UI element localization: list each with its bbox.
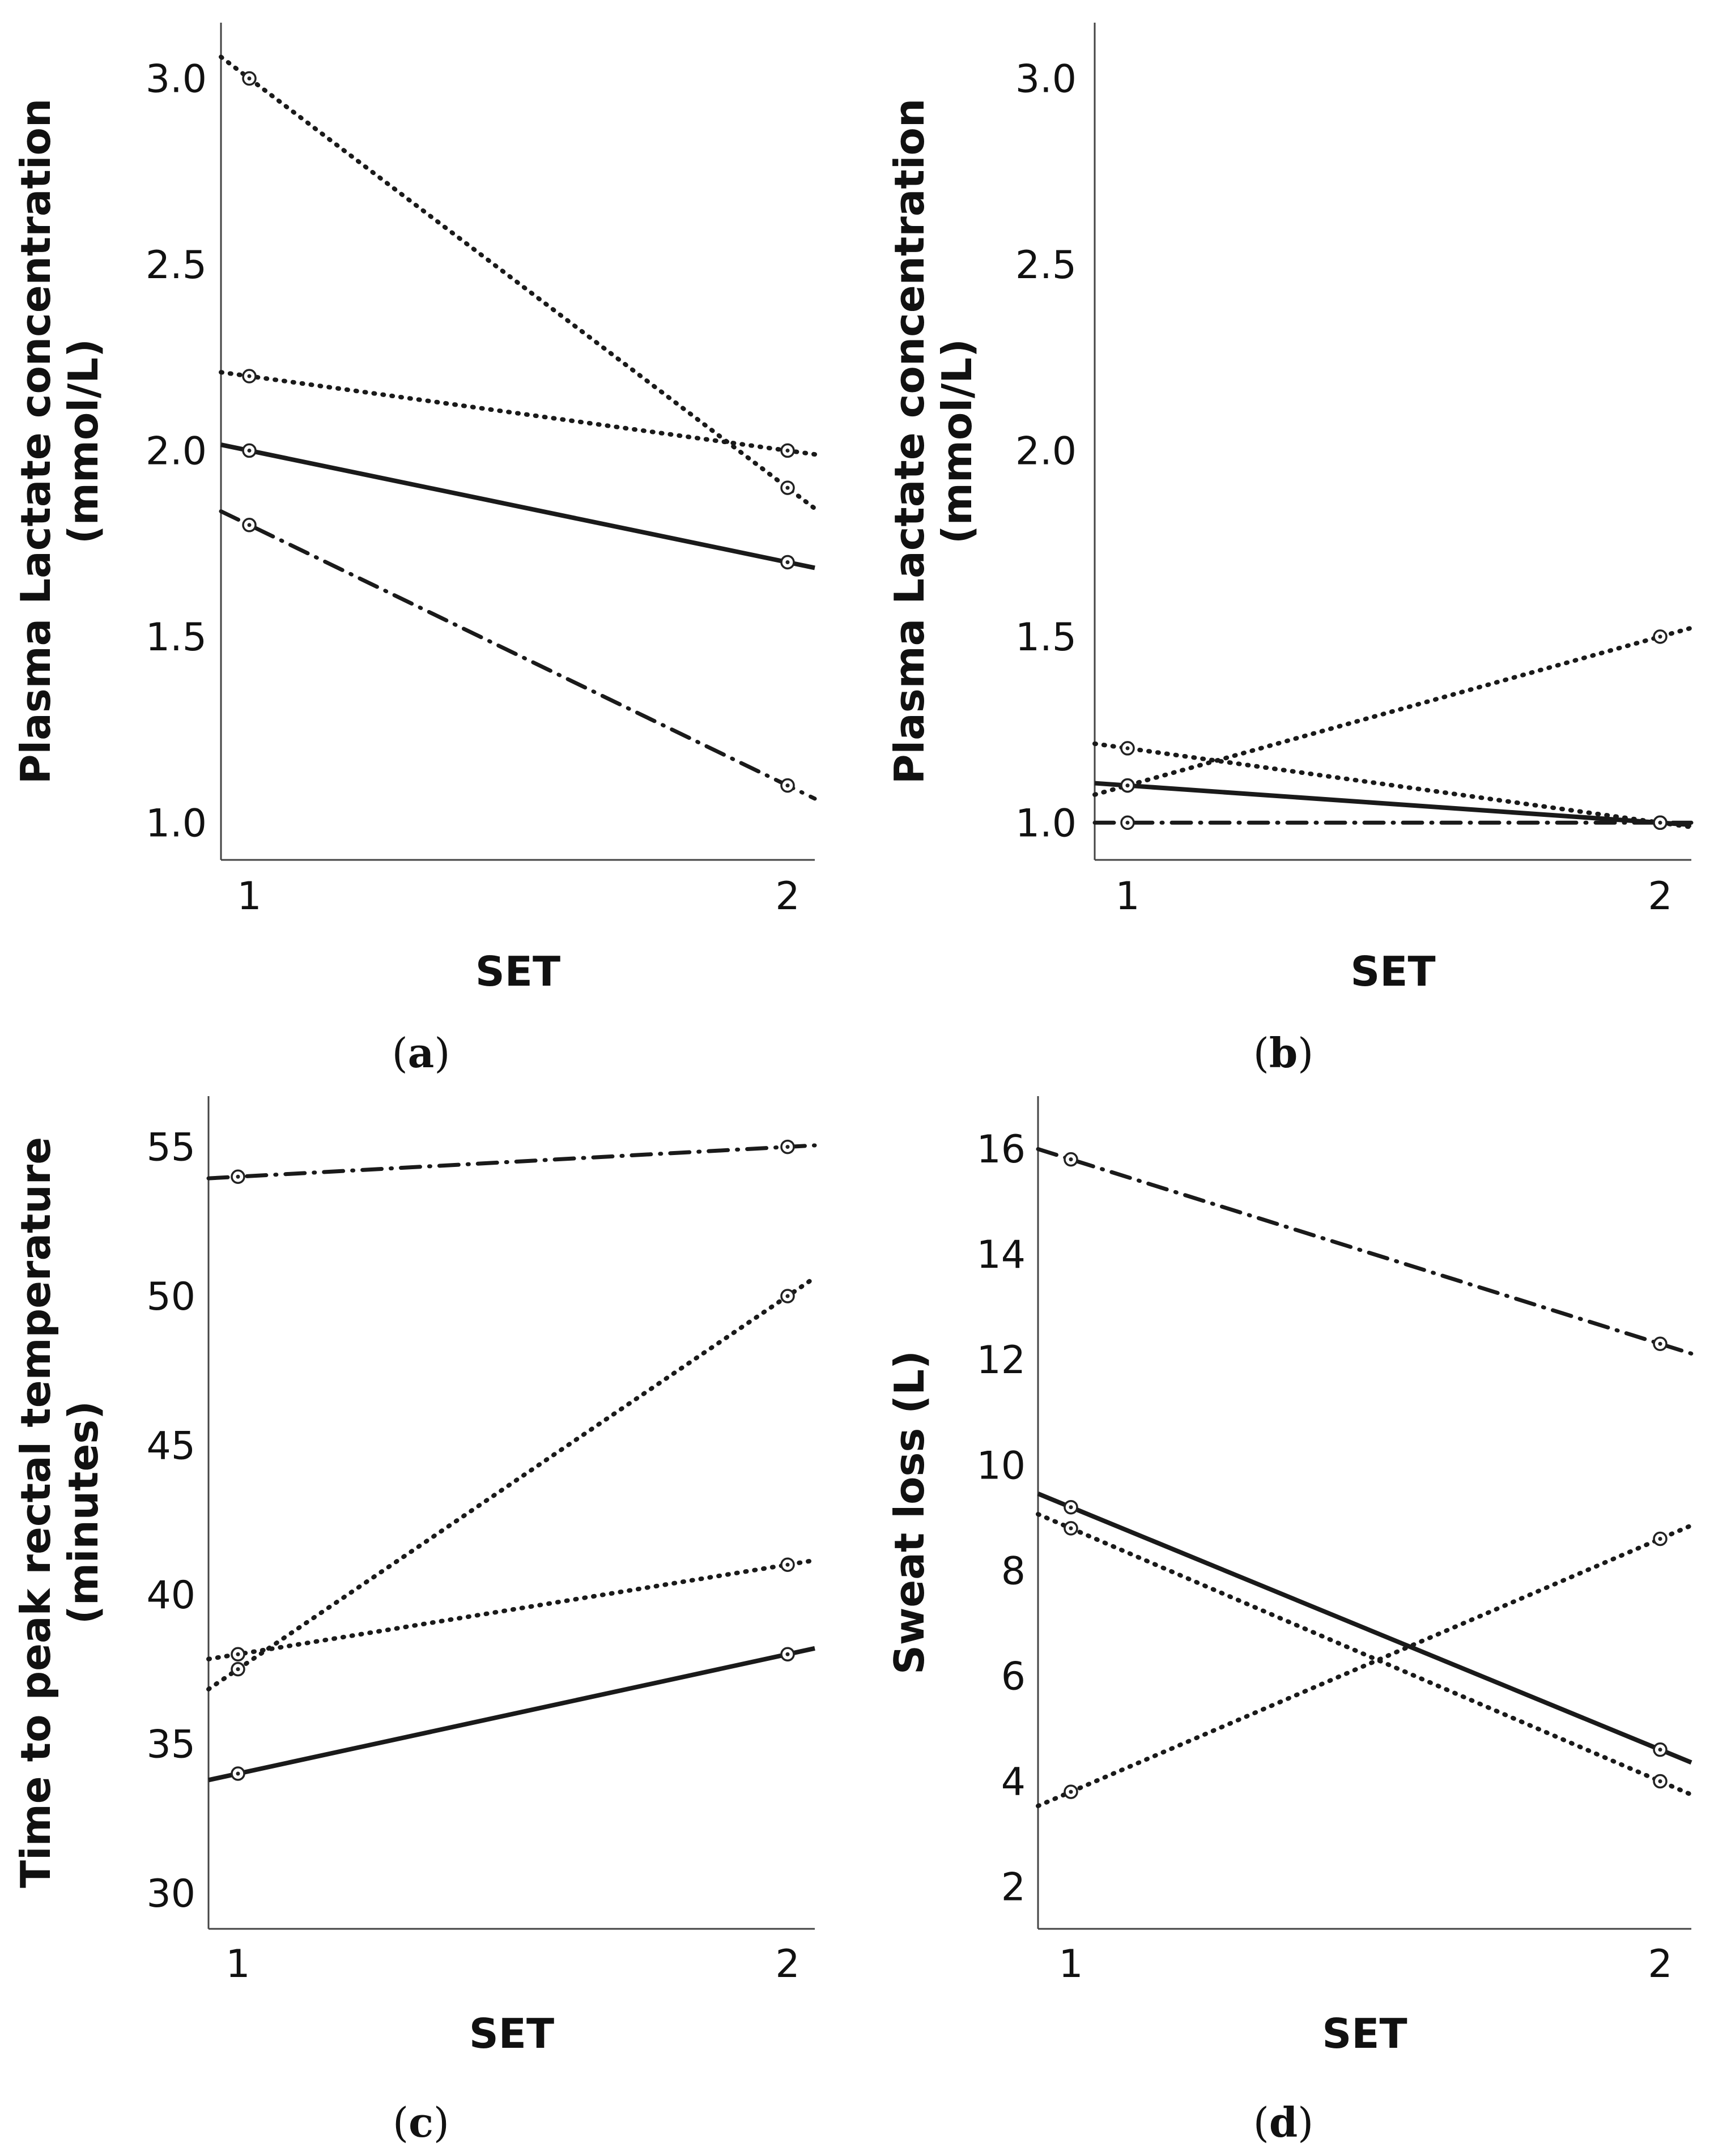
- series-line-dash-dot: [1036, 1147, 1694, 1356]
- x-axis-title: SET: [475, 948, 560, 995]
- series-line-solid: [1037, 1492, 1692, 1765]
- data-point-center: [785, 783, 790, 788]
- y-tick-label: 35: [146, 1722, 195, 1767]
- y-tick-label: 1.0: [146, 801, 207, 846]
- x-tick-label: 1: [237, 874, 261, 919]
- data-point-center: [247, 523, 252, 527]
- data-point-center: [1069, 1526, 1073, 1531]
- y-tick-label: 8: [1001, 1549, 1026, 1593]
- y-axis-title: (mmol/L): [933, 339, 981, 544]
- data-point-center: [236, 1174, 240, 1179]
- y-tick-label: 2.5: [1015, 243, 1077, 288]
- series-line-dotted-1: [219, 54, 817, 511]
- x-tick-label: 2: [775, 1942, 799, 1987]
- data-point-center: [1658, 1779, 1662, 1783]
- y-axis-title: Plasma Lactate concentration: [12, 99, 59, 785]
- y-tick-label: 1.0: [1015, 801, 1077, 846]
- panel-a: 1.0 1.5 2.0 2.5 3.0 1 2 SET Plasma Lactate conce…: [12, 23, 817, 995]
- data-point-center: [1658, 634, 1662, 639]
- data-point-center: [1125, 820, 1130, 825]
- y-tick-label: 3.0: [146, 57, 207, 102]
- series-line-solid: [1094, 781, 1692, 828]
- series-line-dotted-1: [1092, 741, 1694, 829]
- data-point-center: [1069, 1505, 1073, 1510]
- data-point-center: [236, 1771, 240, 1776]
- data-point-center: [785, 1652, 790, 1656]
- y-tick-label: 14: [976, 1233, 1026, 1277]
- panel-label-d: (d): [1253, 2098, 1314, 2146]
- series-line-dash-dot: [219, 509, 817, 801]
- y-tick-label: 55: [146, 1126, 195, 1170]
- series-line-dotted-2: [1092, 625, 1694, 797]
- x-axis-title: SET: [469, 2010, 554, 2057]
- y-axis-title: Time to peak rectal temperature: [12, 1137, 59, 1888]
- y-tick-label: 2.0: [1015, 429, 1077, 474]
- panel-label-b: (b): [1253, 1029, 1314, 1077]
- data-point-center: [1658, 1341, 1662, 1346]
- series-line-solid: [208, 1646, 815, 1783]
- y-tick-label: 30: [146, 1872, 195, 1916]
- data-point-center: [1069, 1789, 1073, 1794]
- y-tick-label: 50: [146, 1275, 195, 1319]
- series-line-dotted-2: [219, 370, 817, 457]
- y-tick-label: 6: [1001, 1654, 1026, 1699]
- x-tick-label: 1: [1058, 1942, 1083, 1987]
- y-tick-label: 2.0: [146, 429, 207, 474]
- y-tick-label: 10: [976, 1443, 1026, 1488]
- series-line-dotted-2: [1036, 1523, 1694, 1809]
- y-axis-title: Plasma Lactate concentration: [886, 99, 933, 785]
- series-line-dotted-1: [1036, 1512, 1694, 1797]
- y-axis-title: (mmol/L): [59, 339, 107, 544]
- y-tick-label: 3.0: [1015, 57, 1077, 102]
- panel-label-a: (a): [392, 1029, 450, 1077]
- y-tick-label: 1.5: [1015, 615, 1077, 660]
- data-point-center: [247, 374, 252, 378]
- y-tick-label: 1.5: [146, 615, 207, 660]
- data-point-center: [785, 448, 790, 453]
- series-line-dotted-2: [206, 1558, 817, 1661]
- data-point-center: [785, 1294, 790, 1298]
- data-point-center: [785, 560, 790, 564]
- x-tick-label: 1: [1115, 874, 1139, 919]
- y-tick-label: 40: [146, 1573, 195, 1618]
- data-point-center: [247, 448, 252, 453]
- data-point-center: [785, 1145, 790, 1149]
- data-point-center: [1069, 1157, 1073, 1162]
- series-line-dash-dot: [206, 1143, 817, 1181]
- y-axis-title: Sweat loss (L): [886, 1350, 933, 1674]
- data-point-center: [785, 485, 790, 490]
- x-tick-label: 2: [775, 874, 799, 919]
- panel-c: 30 35 40 45 50 55 1 2 SET Time to peak rectal tem…: [12, 1096, 817, 2057]
- data-point-center: [1658, 1748, 1662, 1752]
- y-tick-label: 4: [1001, 1759, 1026, 1804]
- data-point-center: [236, 1652, 240, 1656]
- panel-label-c: (c): [393, 2098, 449, 2146]
- x-tick-label: 2: [1648, 1942, 1672, 1987]
- x-tick-label: 2: [1648, 874, 1672, 919]
- data-point-center: [236, 1667, 240, 1672]
- data-point-center: [1658, 820, 1662, 825]
- data-point-center: [1125, 746, 1130, 751]
- data-point-center: [247, 76, 252, 81]
- y-axis-title: (minutes): [59, 1401, 107, 1624]
- panel-b: 1.0 1.5 2.0 2.5 3.0 1 2 SET Plasma Lactate conce…: [886, 23, 1694, 995]
- series-line-dotted-1: [206, 1275, 817, 1691]
- y-tick-label: 45: [146, 1424, 195, 1468]
- y-tick-label: 16: [976, 1127, 1026, 1172]
- y-tick-label: 2: [1001, 1865, 1026, 1910]
- x-axis-title: SET: [1350, 948, 1435, 995]
- data-point-center: [1658, 1537, 1662, 1541]
- data-point-center: [1125, 783, 1130, 788]
- x-axis-title: SET: [1322, 2010, 1407, 2057]
- y-tick-label: 2.5: [146, 243, 207, 288]
- y-tick-label: 12: [976, 1338, 1026, 1383]
- data-point-center: [785, 1562, 790, 1567]
- x-tick-label: 1: [226, 1942, 250, 1987]
- series-line-solid: [220, 442, 815, 570]
